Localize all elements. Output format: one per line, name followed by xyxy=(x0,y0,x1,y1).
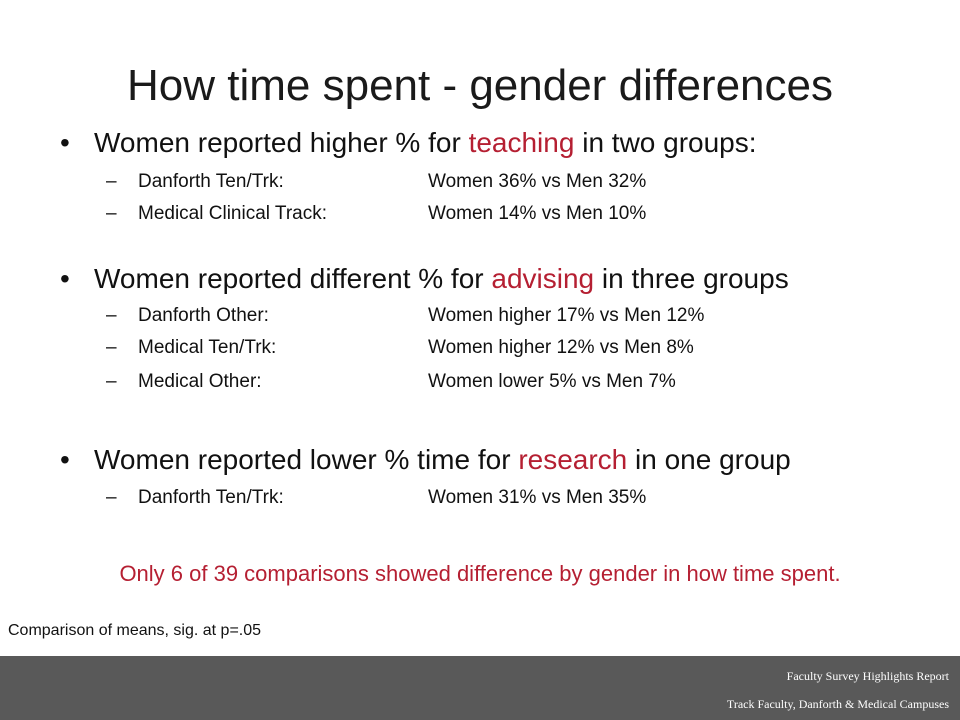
sub-value: Women lower 5% vs Men 7% xyxy=(428,371,676,392)
bullet-text: Women reported different % for advising … xyxy=(94,262,789,296)
bullet-prefix: Women reported lower % time for xyxy=(94,444,519,475)
sub-label: Medical Clinical Track: xyxy=(138,203,327,224)
bullet-suffix: in one group xyxy=(627,444,791,475)
sub-value: Women higher 12% vs Men 8% xyxy=(428,337,694,358)
sub-label: Medical Other: xyxy=(138,371,262,392)
bullet-keyword-teaching: teaching xyxy=(468,127,575,158)
sub-dash: – xyxy=(106,171,117,192)
footer-report-title: Faculty Survey Highlights Report xyxy=(786,669,949,683)
sub-label: Medical Ten/Trk: xyxy=(138,337,277,358)
sub-dash: – xyxy=(106,371,117,392)
bullet-marker: • xyxy=(60,127,70,158)
bullet-prefix: Women reported different % for xyxy=(94,263,492,294)
footnote: Comparison of means, sig. at p=.05 xyxy=(8,622,262,639)
sub-value: Women higher 17% vs Men 12% xyxy=(428,305,705,326)
sub-value: Women 14% vs Men 10% xyxy=(428,203,647,224)
sub-label: Danforth Ten/Trk: xyxy=(138,171,284,192)
footer-bar: Faculty Survey Highlights Report Track F… xyxy=(0,656,960,720)
sub-label: Danforth Other: xyxy=(138,305,269,326)
slide-title: How time spent - gender differences xyxy=(127,61,833,110)
bullet-marker: • xyxy=(60,444,70,475)
bullet-marker: • xyxy=(60,263,70,294)
bullet-text: Women reported lower % time for research… xyxy=(94,443,791,477)
sub-dash: – xyxy=(106,487,117,508)
footer-report-subtitle: Track Faculty, Danforth & Medical Campus… xyxy=(726,697,949,711)
sub-value: Women 36% vs Men 32% xyxy=(428,171,647,192)
sub-label: Danforth Ten/Trk: xyxy=(138,487,284,508)
sub-dash: – xyxy=(106,203,117,224)
summary-note: Only 6 of 39 comparisons showed differen… xyxy=(119,561,841,586)
sub-value: Women 31% vs Men 35% xyxy=(428,487,647,508)
bullet-suffix: in two groups: xyxy=(574,127,757,158)
bullet-prefix: Women reported higher % for xyxy=(94,127,469,158)
sub-dash: – xyxy=(106,305,117,326)
bullet-suffix: in three groups xyxy=(594,263,789,294)
sub-dash: – xyxy=(106,337,117,358)
bullet-keyword-advising: advising xyxy=(491,263,595,294)
bullet-keyword-research: research xyxy=(518,444,628,475)
bullet-text: Women reported higher % for teaching in … xyxy=(94,126,757,160)
